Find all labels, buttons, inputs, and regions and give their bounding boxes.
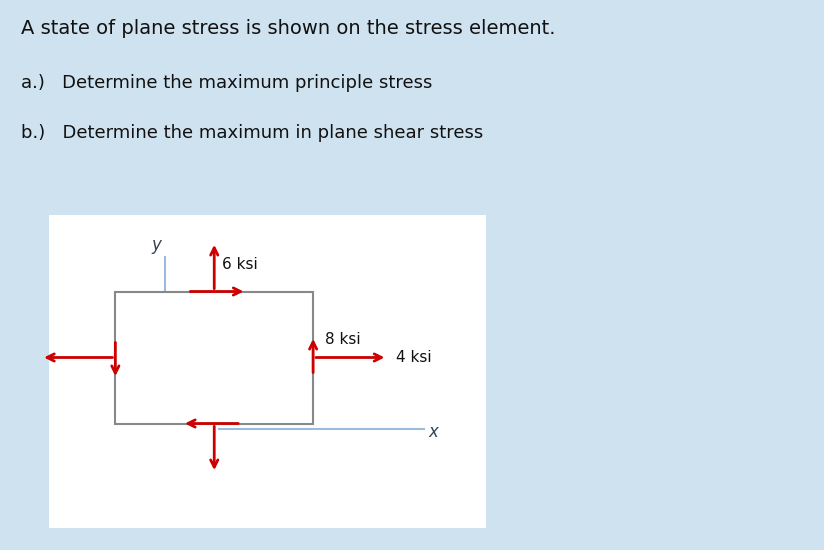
Text: y: y — [152, 236, 162, 254]
Text: 6 ksi: 6 ksi — [222, 257, 258, 272]
Bar — [49, 214, 486, 528]
Text: 8 ksi: 8 ksi — [325, 332, 361, 347]
Text: 4 ksi: 4 ksi — [396, 350, 431, 365]
Text: b.)   Determine the maximum in plane shear stress: b.) Determine the maximum in plane shear… — [21, 124, 483, 142]
Text: a.)   Determine the maximum principle stress: a.) Determine the maximum principle stre… — [21, 74, 432, 92]
Text: A state of plane stress is shown on the stress element.: A state of plane stress is shown on the … — [21, 19, 555, 39]
Text: x: x — [428, 423, 438, 441]
Bar — [115, 292, 313, 424]
